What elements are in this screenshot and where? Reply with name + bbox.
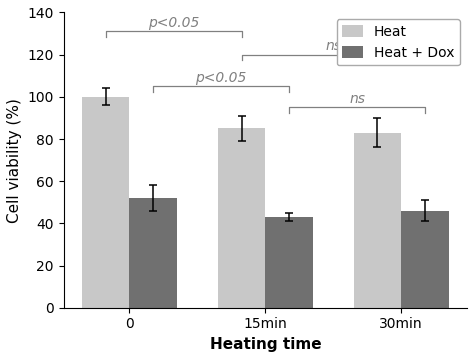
Bar [354, 133, 401, 308]
Text: p<0.05: p<0.05 [148, 16, 200, 30]
Text: ns: ns [349, 92, 365, 106]
Bar [129, 198, 177, 308]
Bar [401, 211, 449, 308]
Bar [82, 97, 129, 308]
Text: p<0.05: p<0.05 [195, 71, 247, 85]
Y-axis label: Cell viability (%): Cell viability (%) [7, 98, 22, 223]
Legend: Heat, Heat + Dox: Heat, Heat + Dox [337, 19, 460, 65]
Bar [265, 217, 313, 308]
Text: ns: ns [325, 39, 341, 53]
Bar [218, 129, 265, 308]
X-axis label: Heating time: Heating time [210, 337, 321, 352]
